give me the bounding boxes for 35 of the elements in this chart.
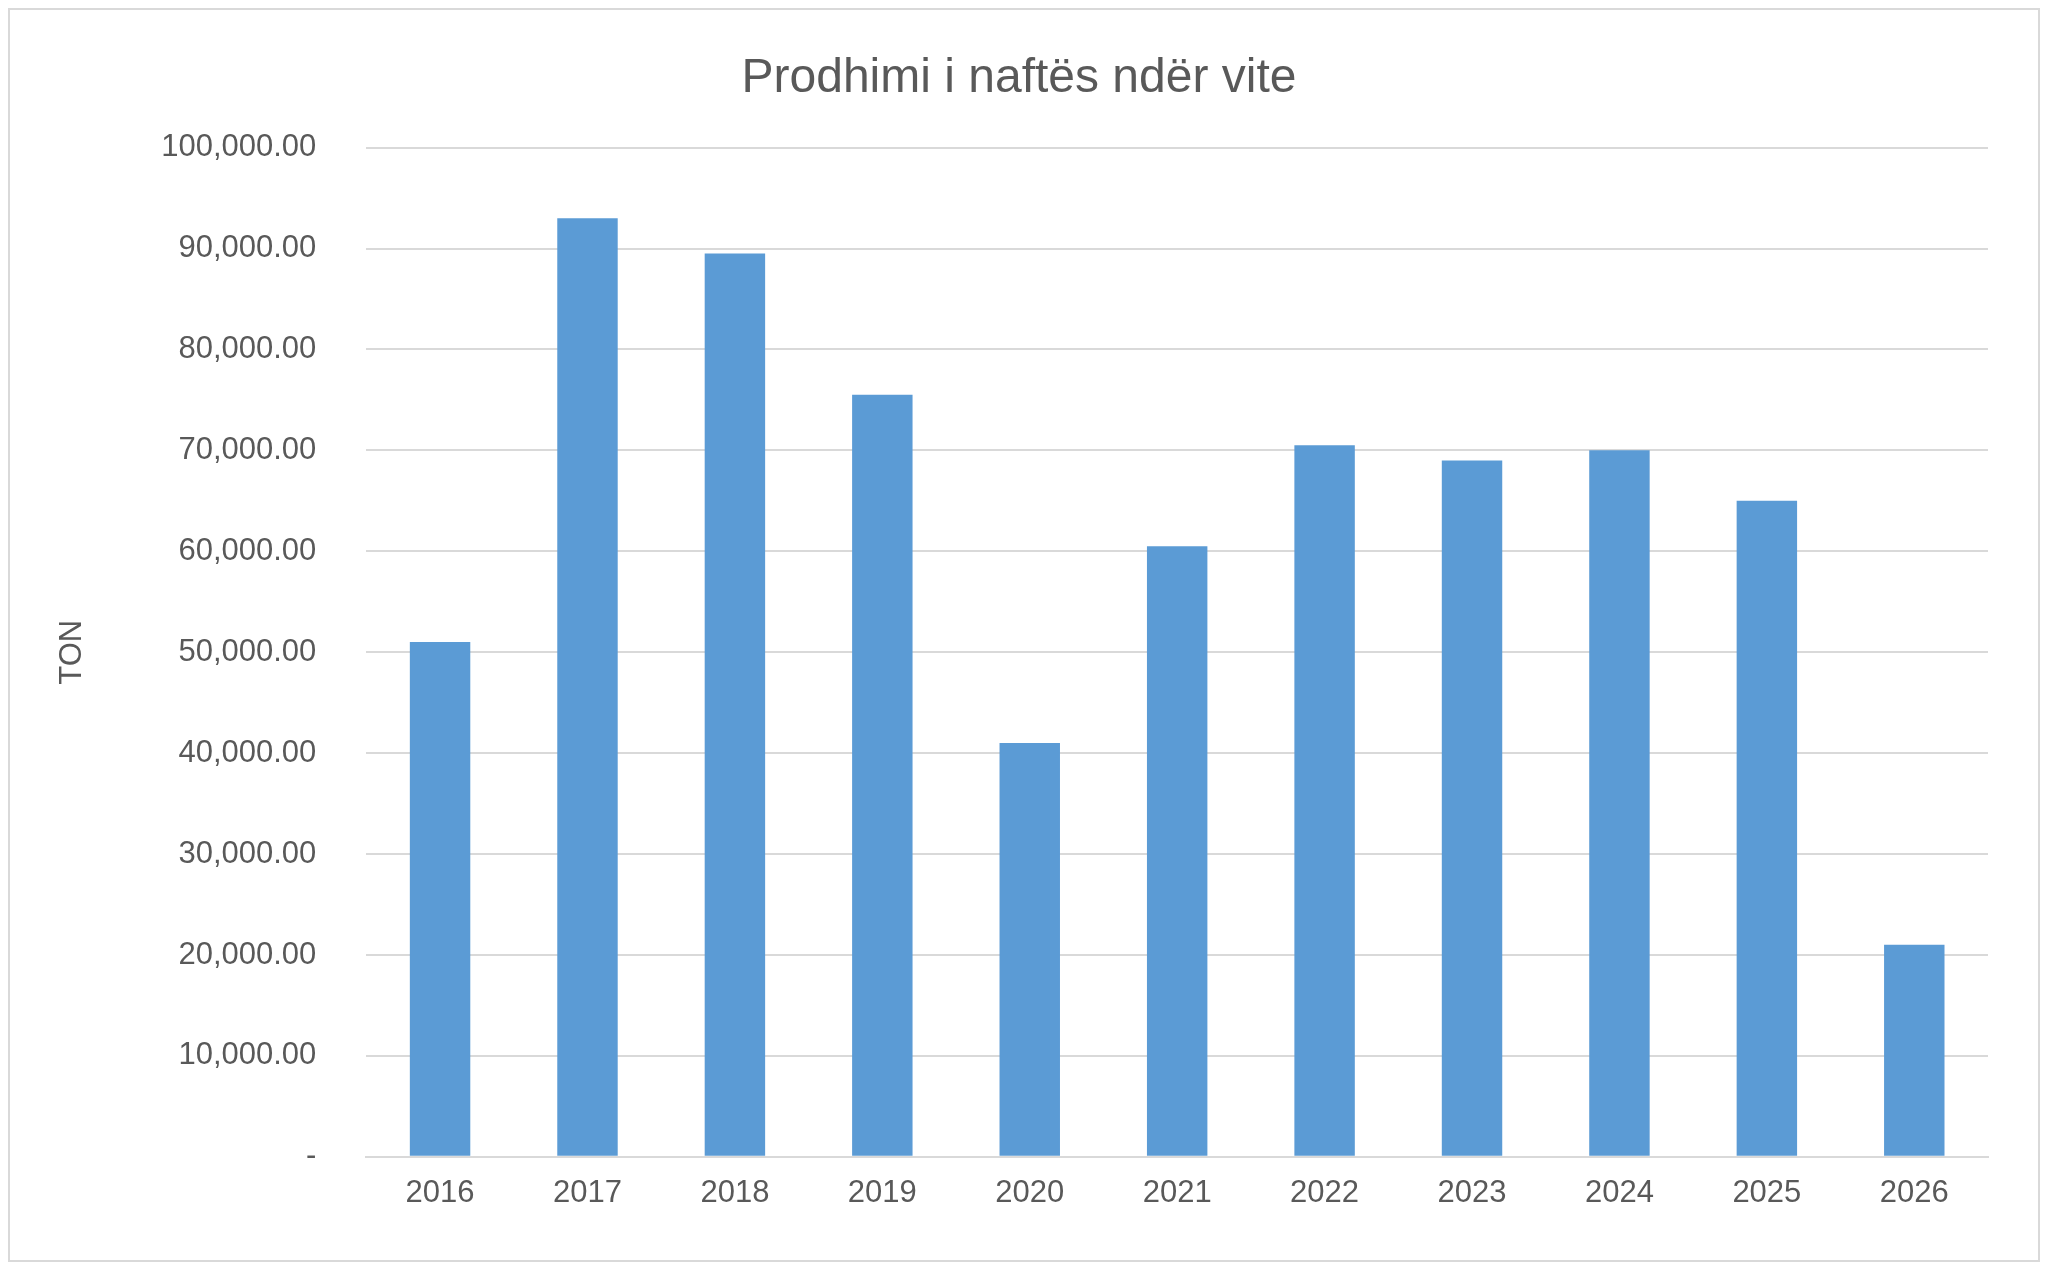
y-tick-label: 90,000.00 (178, 229, 317, 265)
y-tick-label: 50,000.00 (178, 632, 317, 668)
bar (1736, 500, 1798, 1156)
y-tick-label: 60,000.00 (178, 531, 317, 567)
y-tick-label: 20,000.00 (178, 935, 317, 971)
y-tick-label: 10,000.00 (178, 1036, 317, 1072)
x-tick-label: 2016 (405, 1173, 475, 1209)
x-tick-label: 2022 (1290, 1173, 1360, 1209)
x-tick-label: 2023 (1437, 1173, 1507, 1209)
bar (1146, 546, 1208, 1156)
y-tick-label: 80,000.00 (178, 329, 317, 365)
bar (557, 218, 618, 1156)
chart-title: Prodhimi i naftës ndër vite (741, 49, 1297, 103)
y-tick-label: - (306, 1137, 317, 1173)
x-tick-label: 2024 (1584, 1173, 1654, 1209)
x-tick-label: 2025 (1732, 1173, 1802, 1209)
y-tick-label: 30,000.00 (178, 834, 317, 870)
bar (409, 642, 471, 1156)
y-tick-label: 40,000.00 (178, 733, 317, 769)
y-tick-label: 70,000.00 (178, 430, 317, 466)
y-axis-title: TON (53, 619, 89, 685)
x-tick-label: 2017 (553, 1173, 622, 1209)
bar (1589, 450, 1650, 1156)
x-tick-label: 2021 (1142, 1173, 1212, 1209)
bar (704, 253, 766, 1156)
y-tick-label: 100,000.00 (161, 128, 317, 164)
bar (999, 743, 1060, 1156)
bar (852, 394, 913, 1156)
x-tick-label: 2019 (847, 1173, 917, 1209)
x-tick-label: 2020 (995, 1173, 1065, 1209)
bar (1294, 445, 1355, 1156)
x-tick-label: 2026 (1879, 1173, 1949, 1209)
x-tick-label: 2018 (700, 1173, 770, 1209)
bar (1884, 944, 1945, 1156)
bar (1441, 460, 1503, 1156)
